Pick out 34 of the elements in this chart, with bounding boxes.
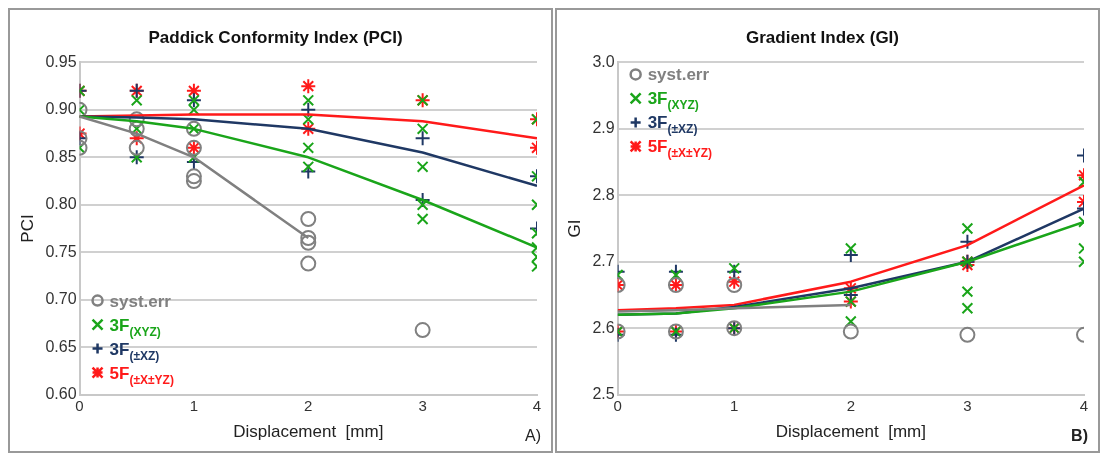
x-tick-label: 4 [1079, 396, 1089, 414]
chart-title: Gradient Index (GI) [745, 27, 900, 47]
x-tick-label: 3 [418, 396, 427, 414]
y-tick-label: 0.80 [45, 195, 77, 213]
x-tick-label: 0 [613, 396, 622, 414]
y-tick-label: 3.0 [592, 52, 615, 70]
y-tick-label: 0.70 [45, 290, 77, 308]
y-tick-label: 2.7 [592, 252, 615, 270]
y-tick-label: 0.60 [45, 385, 77, 403]
y-axis-title: PCI [17, 214, 37, 243]
y-tick-label: 2.5 [592, 385, 615, 403]
x-tick-label: 2 [846, 396, 855, 414]
chart-title: Paddick Conformity Index (PCI) [148, 27, 403, 47]
x-tick-label: 3 [963, 396, 972, 414]
x-tick-label: 1 [189, 396, 199, 414]
y-tick-label: 0.75 [45, 242, 77, 260]
y-tick-label: 0.90 [45, 100, 77, 118]
x-axis-title: Displacement [mm] [233, 422, 384, 442]
y-tick-label: 2.8 [592, 185, 615, 203]
text: A) [525, 427, 541, 444]
x-axis-title: Displacement [mm] [775, 422, 926, 442]
y-tick-label: 0.65 [45, 337, 77, 355]
text: B) [1071, 427, 1088, 444]
x-tick-label: 2 [304, 396, 313, 414]
y-tick-label: 2.6 [592, 318, 615, 336]
x-tick-label: 0 [75, 396, 84, 414]
legend-label: syst.err [647, 65, 710, 85]
y-tick-label: 0.95 [45, 52, 77, 70]
x-tick-label: 1 [730, 396, 739, 414]
x-tick-label: 4 [532, 396, 542, 414]
y-tick-label: 0.85 [45, 147, 77, 165]
y-axis-title: GI [564, 219, 584, 238]
y-tick-label: 2.9 [592, 119, 615, 137]
legend-label: syst.err [109, 291, 172, 311]
